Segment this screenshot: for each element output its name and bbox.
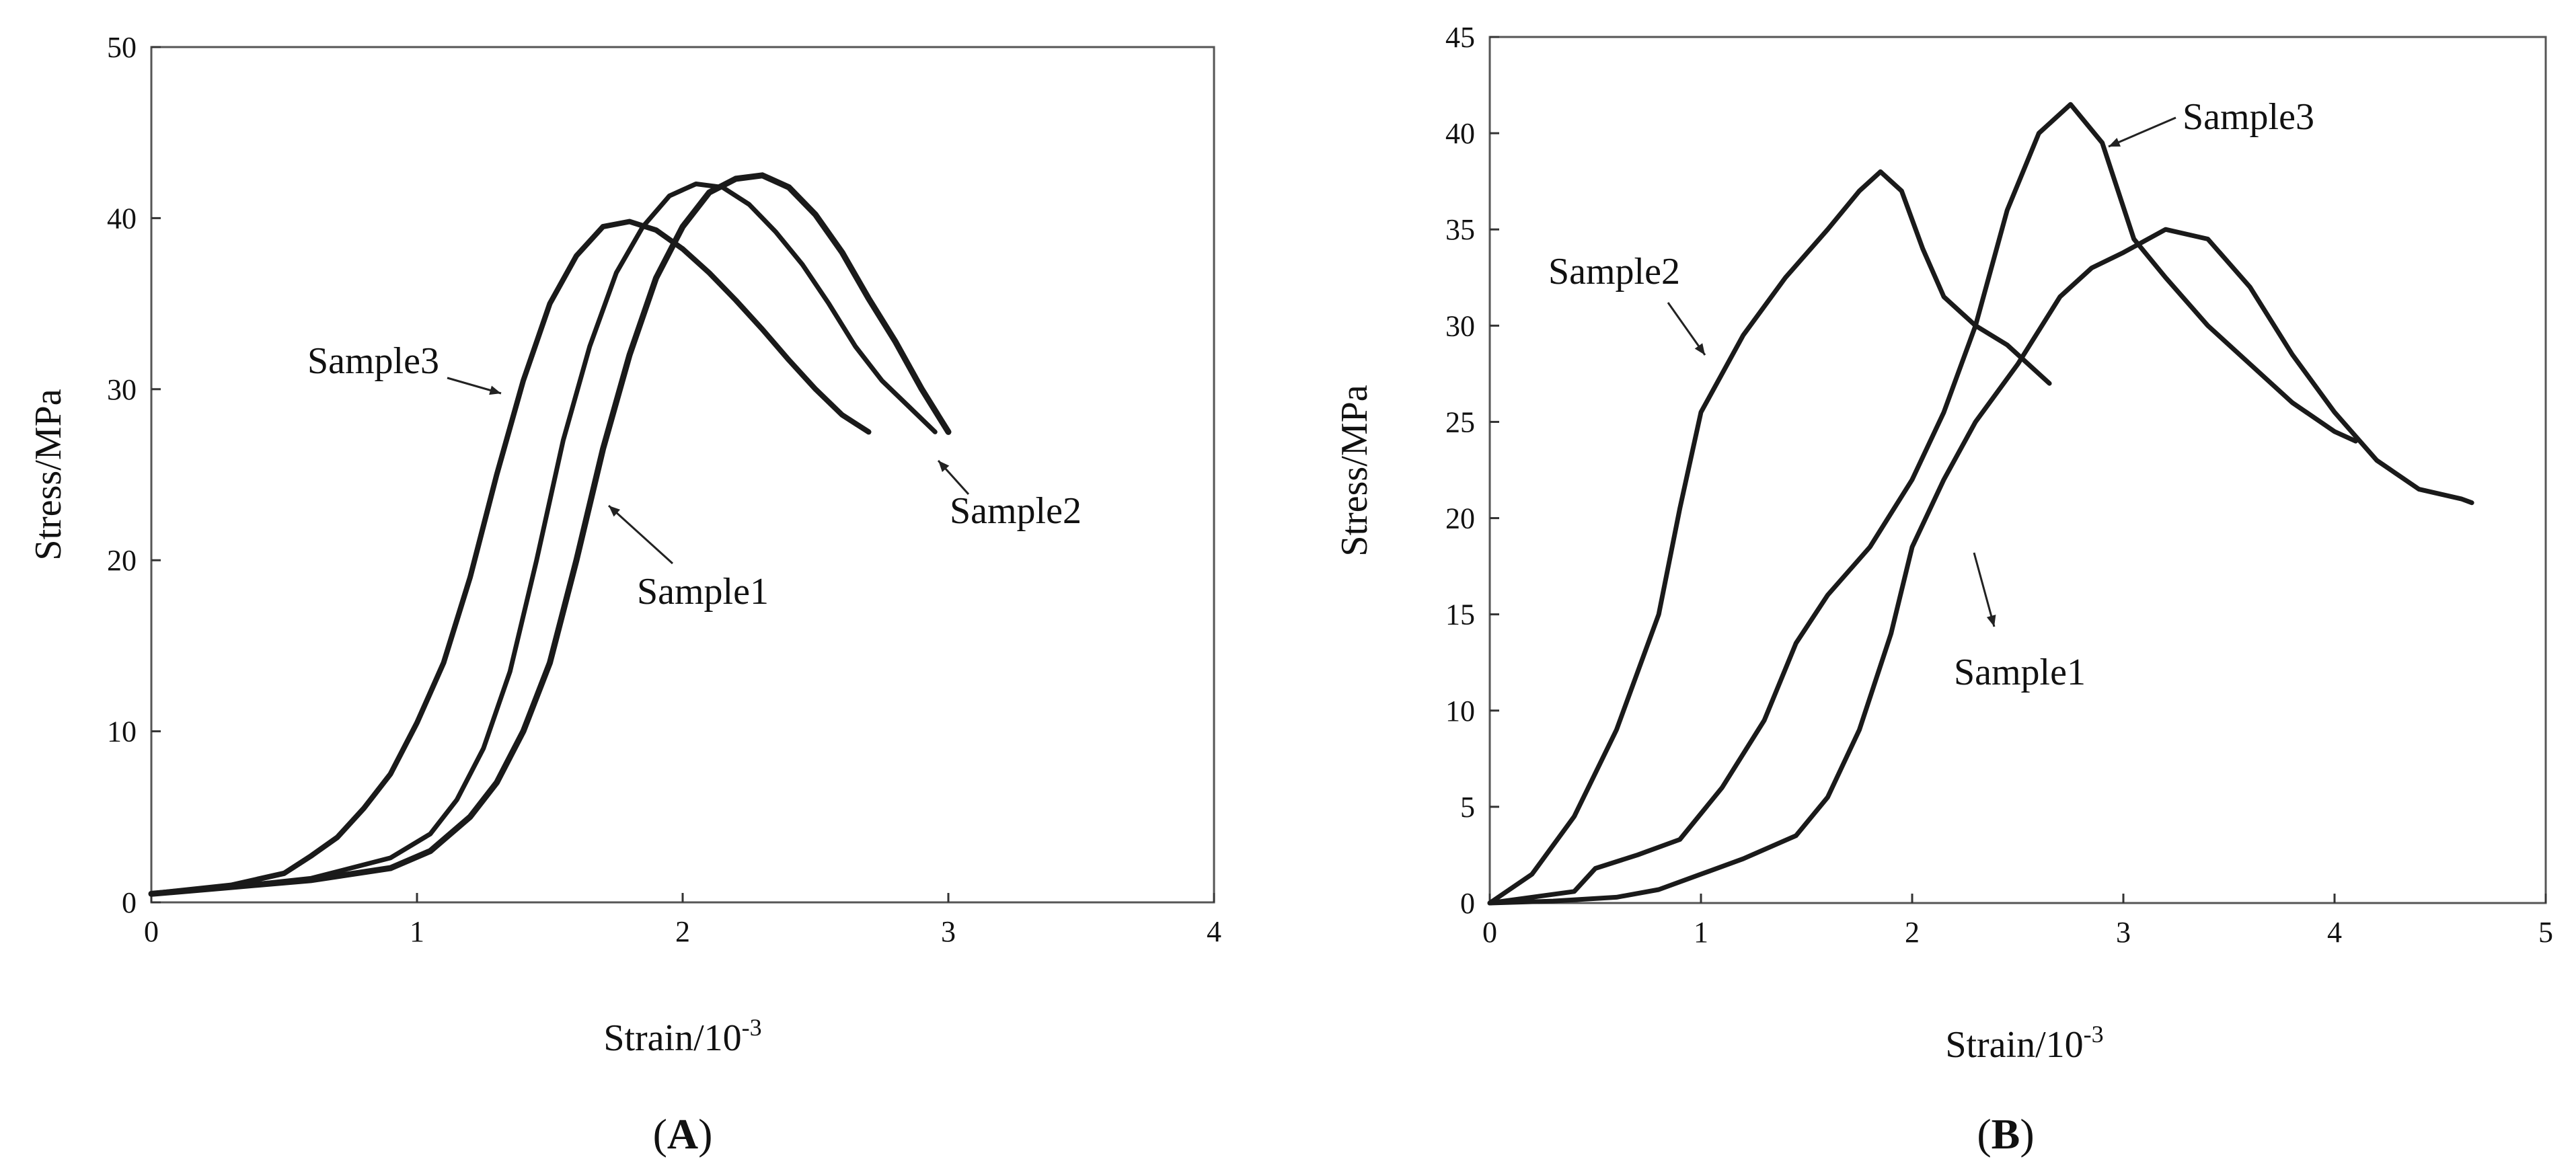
annotation-sample2: Sample2 [950,490,1082,532]
annotation-arrow [607,504,674,565]
y-tick-label: 10 [107,715,137,748]
series-group-b [1487,102,2474,906]
x-tick-label: 0 [1482,916,1497,949]
x-axis-label-a-sup: -3 [742,1014,762,1041]
annotation-sample2: Sample2 [1548,251,1680,292]
y-tick-label: 10 [1445,695,1475,728]
x-tick-label: 2 [675,915,690,948]
y-tick-label: 30 [107,373,137,406]
series-group-a [148,172,952,897]
panel-label-a: (A) [653,1110,713,1158]
y-tick-label: 45 [1445,21,1475,54]
y-tick-label: 20 [107,544,137,577]
series-line-sample2 [1487,169,2052,906]
x-axis-label-a: Strain/10-3 [603,1014,761,1059]
annotation-sample1: Sample1 [1954,652,2086,693]
y-tick-label: 15 [1445,598,1475,631]
x-tick-label: 1 [410,915,424,948]
x-axis-label-b-sup: -3 [2084,1021,2104,1048]
annotation-arrow [1973,552,1996,627]
x-tick-label: 4 [1207,915,1221,948]
annotation-arrow [2108,116,2176,148]
y-axis-label-a: Stress/MPa [28,389,69,560]
panel-label-b: (B) [1977,1110,2034,1158]
y-tick-label: 30 [1445,309,1475,342]
annotation-group-a: Sample3 Sample2 Sample1 [307,340,1082,613]
annotation-group-b: Sample3 Sample2 Sample1 [1548,96,2314,693]
annotation-arrowhead [1986,615,1996,627]
annotation-arrowhead [609,506,620,517]
annotation-arrowhead [938,461,950,473]
plot-frame-b [1488,36,2547,904]
y-axis-label-b: Stress/MPa [1334,385,1375,556]
annotation-arrowhead [2109,138,2121,147]
x-tick-label: 5 [2538,916,2553,949]
plot-frame-a [150,46,1215,904]
annotation-sample3: Sample3 [2183,96,2314,138]
y-tick-label: 50 [107,31,137,64]
y-tick-label: 40 [107,202,137,235]
x-tick-label: 0 [144,915,159,948]
panel-label-a-letter: A [667,1110,698,1158]
series-line-sample3 [149,219,872,897]
annotation-sample3: Sample3 [307,340,439,382]
annotation-arrowhead [1694,343,1705,355]
series-line-sample2 [149,182,938,896]
y-tick-label: 0 [122,886,137,919]
y-tick-label: 40 [1445,117,1475,150]
y-tick-label: 35 [1445,213,1475,246]
series-line-sample1 [148,172,952,897]
x-axis-label-b: Strain/10-3 [1945,1021,2103,1066]
panel-label-b-letter: B [1992,1110,2020,1158]
series-line-sample3 [1487,102,2358,906]
x-tick-label: 4 [2327,916,2342,949]
x-axis-label-a-text: Strain/10 [603,1017,741,1059]
x-tick-label: 1 [1694,916,1708,949]
y-tick-label: 20 [1445,502,1475,535]
y-tick-label: 0 [1460,887,1475,920]
x-tick-label: 2 [1905,916,1920,949]
annotation-sample1: Sample1 [637,571,769,613]
series-line-sample1 [1487,227,2474,906]
x-tick-label: 3 [2116,916,2131,949]
x-tick-label: 3 [941,915,956,948]
y-tick-label: 25 [1445,405,1475,438]
annotation-arrowhead [489,385,501,395]
x-axis-label-b-text: Strain/10 [1945,1024,2083,1066]
y-tick-label: 5 [1460,791,1475,824]
